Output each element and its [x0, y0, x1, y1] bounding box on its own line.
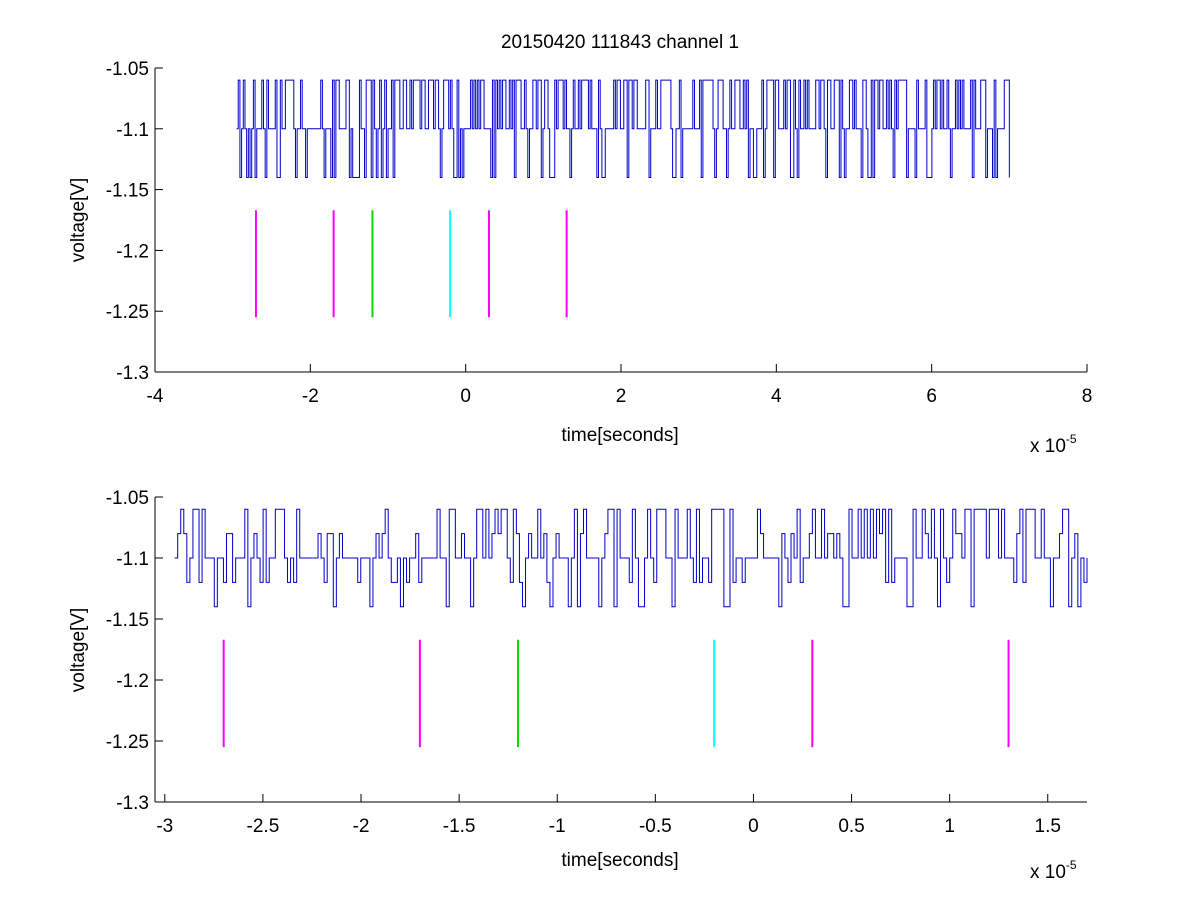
bottom-xtick-label: -0.5 [639, 816, 672, 837]
top-plot: voltage[V] time[seconds] x 10-5 -4 -2 0 2 4 6… [68, 59, 1092, 457]
top-ylabel: voltage[V] [68, 178, 89, 263]
bottom-xtick-label: -1.5 [443, 816, 476, 837]
top-x-exponent: x 10-5 [1030, 432, 1077, 457]
bottom-ytick-label: -1.1 [116, 549, 149, 570]
bottom-x-exponent: x 10-5 [1030, 858, 1077, 883]
bottom-ytick-label: -1.25 [106, 732, 149, 753]
top-xtick-label: 8 [1082, 386, 1093, 407]
bottom-plot: voltage[V] time[seconds] x 10-5 -3 -2.5 -2… [68, 488, 1088, 883]
top-ytick-label: -1.3 [116, 363, 149, 384]
top-ytick-label: -1.2 [116, 241, 149, 262]
bottom-xtick-label: -1 [549, 816, 566, 837]
top-xtick-label: 2 [616, 386, 627, 407]
top-xtick-label: 0 [460, 386, 471, 407]
top-x-exponent-power: -5 [1066, 432, 1077, 446]
top-ytick-label: -1.25 [106, 302, 149, 323]
bottom-x-exponent-base: x 10 [1030, 862, 1066, 883]
bottom-xtick-label: -2.5 [247, 816, 280, 837]
top-xlabel: time[seconds] [561, 425, 678, 446]
bottom-xtick-label: 1 [944, 816, 955, 837]
top-xtick-label: -2 [302, 386, 319, 407]
bottom-x-exponent-power: -5 [1066, 858, 1077, 872]
figure-title: 20150420 111843 channel 1 [501, 32, 739, 53]
top-ytick-label: -1.1 [116, 120, 149, 141]
top-ytick-label: -1.05 [106, 59, 149, 80]
top-xtick-label: -4 [147, 386, 164, 407]
bottom-xtick-label: -2 [353, 816, 370, 837]
bottom-xtick-label: 0.5 [838, 816, 864, 837]
bottom-xtick-label: 0 [748, 816, 759, 837]
bottom-signal-trace [174, 508, 1088, 608]
bottom-ytick-label: -1.05 [106, 488, 149, 509]
bottom-xtick-label: -3 [156, 816, 173, 837]
top-xtick-label: 4 [771, 386, 782, 407]
bottom-ytick-label: -1.3 [116, 793, 149, 814]
bottom-ytick-label: -1.2 [116, 671, 149, 692]
top-x-exponent-base: x 10 [1030, 436, 1066, 457]
bottom-ytick-label: -1.15 [106, 610, 149, 631]
bottom-xtick-label: 1.5 [1035, 816, 1061, 837]
top-xtick-label: 6 [926, 386, 937, 407]
top-signal-trace [236, 79, 1010, 178]
bottom-xlabel: time[seconds] [561, 850, 678, 871]
top-ytick-label: -1.15 [106, 181, 149, 202]
bottom-ylabel: voltage[V] [68, 608, 89, 693]
